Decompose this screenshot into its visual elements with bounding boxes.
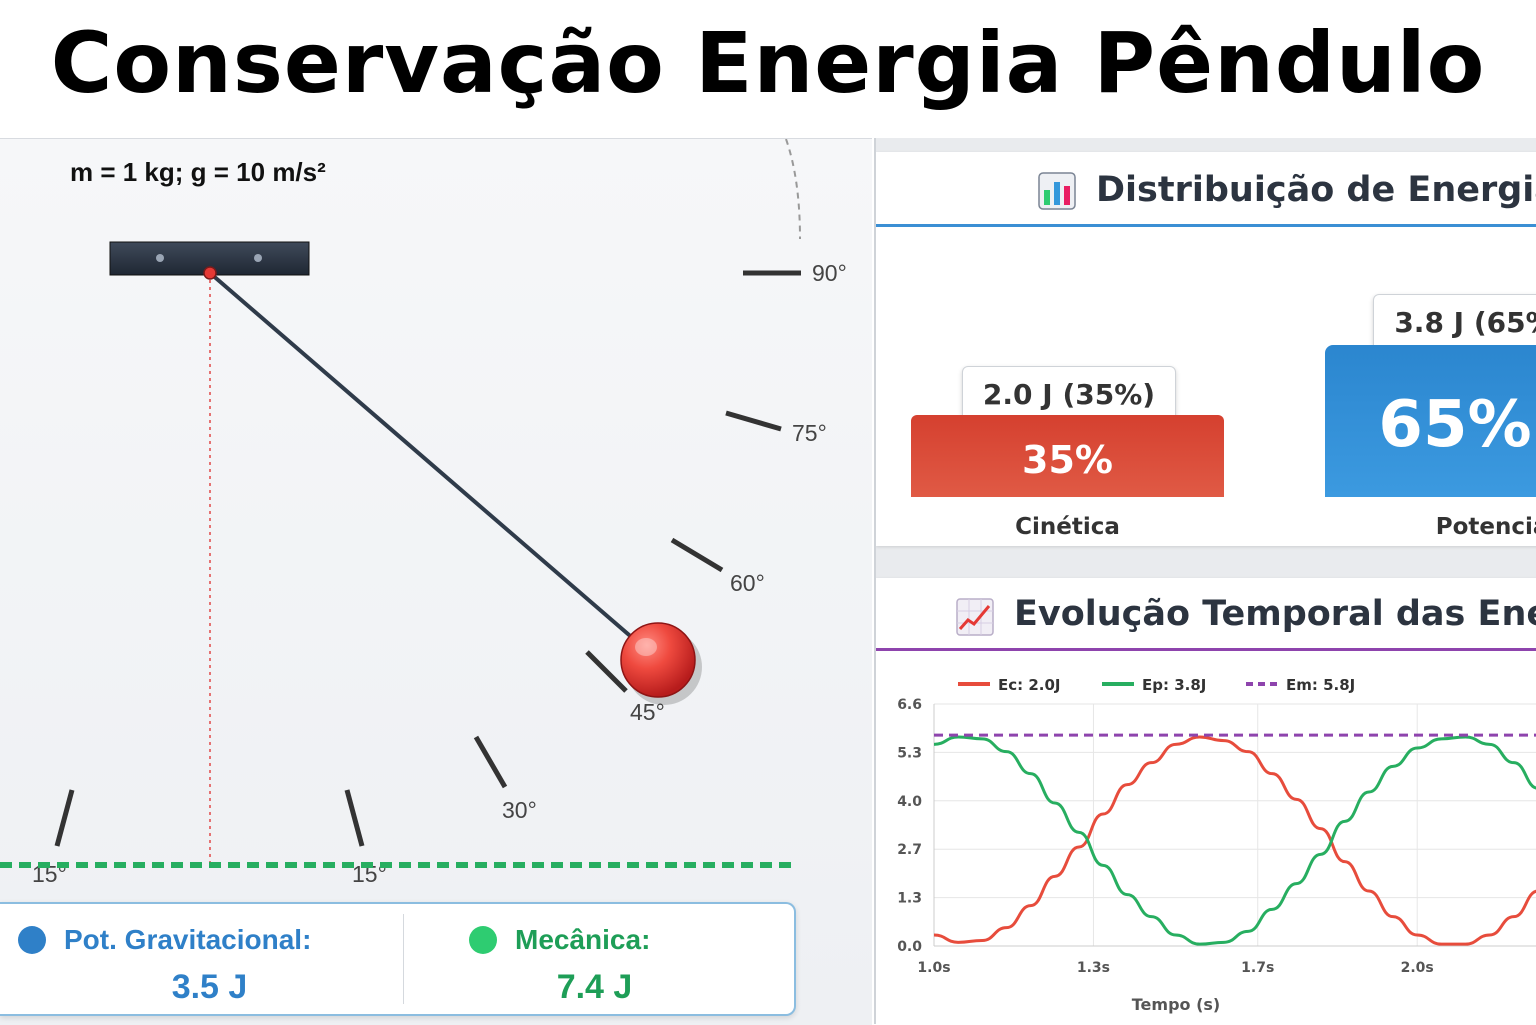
mechanical-energy-label: Mecânica: xyxy=(515,924,651,955)
energy-evolution-chart: 0.0 1.3 2.7 4.0 5.3 6.6 1.0s 1.3s 1.7s 2.0s Tempo … xyxy=(897,676,1536,1014)
potential-energy-label: Pot. Gravitacional: xyxy=(64,924,312,955)
simulation-parameters: m = 1 kg; g = 10 m/s² xyxy=(70,157,326,187)
energy-distribution-title: Distribuição de Energia xyxy=(1096,170,1536,210)
x-axis-label: Tempo (s) xyxy=(1132,995,1220,1014)
y-tick-label: 4.0 xyxy=(897,794,922,810)
angle-label-75: 75° xyxy=(792,420,827,446)
legend-entry: Ep: 3.8J xyxy=(1142,676,1206,694)
x-tick-label: 2.0s xyxy=(1401,960,1434,976)
potential-energy-value: 3.5 J xyxy=(171,968,248,1006)
energy-distribution-header: Distribuição de Energia xyxy=(876,152,1536,227)
energy-readout-box: Pot. Gravitacional: 3.5 J Mecânica: 7.4 … xyxy=(0,902,796,1016)
potential-tooltip: 3.8 J (65% xyxy=(1373,294,1536,352)
angle-arc xyxy=(785,139,801,240)
bob-highlight xyxy=(635,638,657,656)
potential-energy-readout: Pot. Gravitacional: 3.5 J xyxy=(0,904,395,1014)
x-tick-label: 1.0s xyxy=(917,960,950,976)
angle-tick-60 xyxy=(670,537,724,573)
energy-panels: Distribuição de Energia 2.0 J (35%) 35% … xyxy=(874,138,1536,1024)
angle-tick-15-right xyxy=(344,789,365,847)
legend-entry: Ec: 2.0J xyxy=(998,676,1061,694)
angle-tick-45 xyxy=(585,650,628,693)
x-tick-label: 1.7s xyxy=(1241,960,1274,976)
line-chart-icon xyxy=(956,598,994,636)
energy-evolution-header: Evolução Temporal das Energ xyxy=(876,576,1536,651)
pendulum-simulation-panel: 90° 75° 60° 45° 30° 15° 15° m = 1 kg; g … xyxy=(0,138,872,1025)
mechanical-dot-icon xyxy=(469,926,497,954)
potential-bar[interactable]: 65% xyxy=(1325,345,1536,497)
mechanical-energy-readout: Mecânica: 7.4 J xyxy=(405,904,800,1014)
readout-divider xyxy=(403,914,404,1004)
angle-label-45: 45° xyxy=(630,699,665,725)
energy-distribution-card: Distribuição de Energia 2.0 J (35%) 35% … xyxy=(876,152,1536,546)
mount-screw-right xyxy=(254,254,262,262)
potential-bar-label: Potencial xyxy=(1435,514,1536,540)
bar-chart-icon xyxy=(1038,172,1076,210)
y-tick-label: 5.3 xyxy=(897,745,922,761)
angle-tick-30 xyxy=(473,735,508,789)
pendulum-canvas: 90° 75° 60° 45° 30° 15° 15° xyxy=(0,139,847,887)
kinetic-bar[interactable]: 35% xyxy=(911,415,1224,497)
series-line-0 xyxy=(933,735,1536,946)
y-tick-label: 6.6 xyxy=(897,697,922,713)
energy-evolution-title: Evolução Temporal das Energ xyxy=(1014,594,1536,634)
potential-dot-icon xyxy=(18,926,46,954)
y-tick-label: 1.3 xyxy=(897,891,922,907)
angle-label-60: 60° xyxy=(730,570,765,596)
energy-evolution-card: Evolução Temporal das Energ 0.0 1.3 2.7 4.0… xyxy=(876,578,1536,1024)
angle-label-90: 90° xyxy=(812,260,847,286)
kinetic-bar-label: Cinética xyxy=(1015,514,1120,540)
x-tick-label: 1.3s xyxy=(1077,960,1110,976)
angle-label-30: 30° xyxy=(502,797,537,823)
y-tick-label: 2.7 xyxy=(897,842,922,858)
pivot-point xyxy=(203,266,217,280)
legend-entry: Em: 5.8J xyxy=(1286,676,1355,694)
page-title: Conservação Energia Pêndulo xyxy=(50,14,1486,112)
pendulum-string xyxy=(208,271,645,649)
series-line-1 xyxy=(933,735,1536,946)
mechanical-energy-value: 7.4 J xyxy=(556,968,633,1006)
y-tick-label: 0.0 xyxy=(897,939,922,955)
angle-tick-75 xyxy=(725,410,782,432)
pendulum-bob[interactable] xyxy=(620,622,696,698)
mount-screw-left xyxy=(156,254,164,262)
kinetic-tooltip: 2.0 J (35%) xyxy=(962,366,1176,424)
angle-tick-15-left xyxy=(54,789,75,847)
